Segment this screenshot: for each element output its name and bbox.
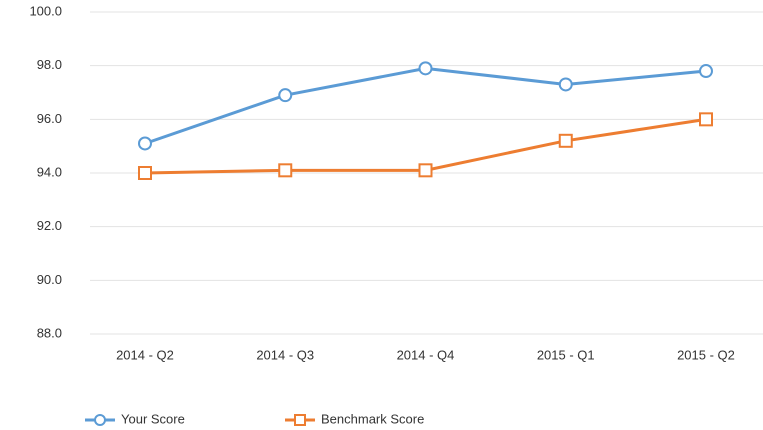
x-tick-label: 2015 - Q1	[537, 347, 595, 362]
point	[418, 163, 433, 178]
point	[699, 112, 713, 127]
legend-marker	[94, 414, 106, 426]
legend-label: Benchmark Score	[321, 411, 424, 426]
point	[138, 166, 152, 180]
y-tick-label: 100.0	[29, 3, 62, 18]
y-tick-label: 92.0	[37, 218, 62, 233]
point	[558, 133, 573, 148]
point	[558, 77, 573, 92]
y-tick-label: 88.0	[37, 325, 62, 340]
y-tick-label: 98.0	[37, 57, 62, 72]
y-tick-label: 94.0	[37, 164, 62, 179]
x-tick-label: 2014 - Q2	[116, 347, 174, 362]
x-tick-label: 2014 - Q4	[397, 347, 455, 362]
point	[278, 88, 293, 103]
x-tick-label: 2015 - Q2	[677, 347, 735, 362]
y-tick-label: 90.0	[37, 272, 62, 287]
point	[699, 64, 713, 79]
point	[418, 61, 433, 76]
y-tick-label: 96.0	[37, 111, 62, 126]
point	[138, 136, 152, 151]
legend-label: Your Score	[121, 411, 185, 426]
point	[278, 163, 293, 178]
x-tick-label: 2014 - Q3	[256, 347, 314, 362]
legend-marker	[294, 414, 306, 426]
